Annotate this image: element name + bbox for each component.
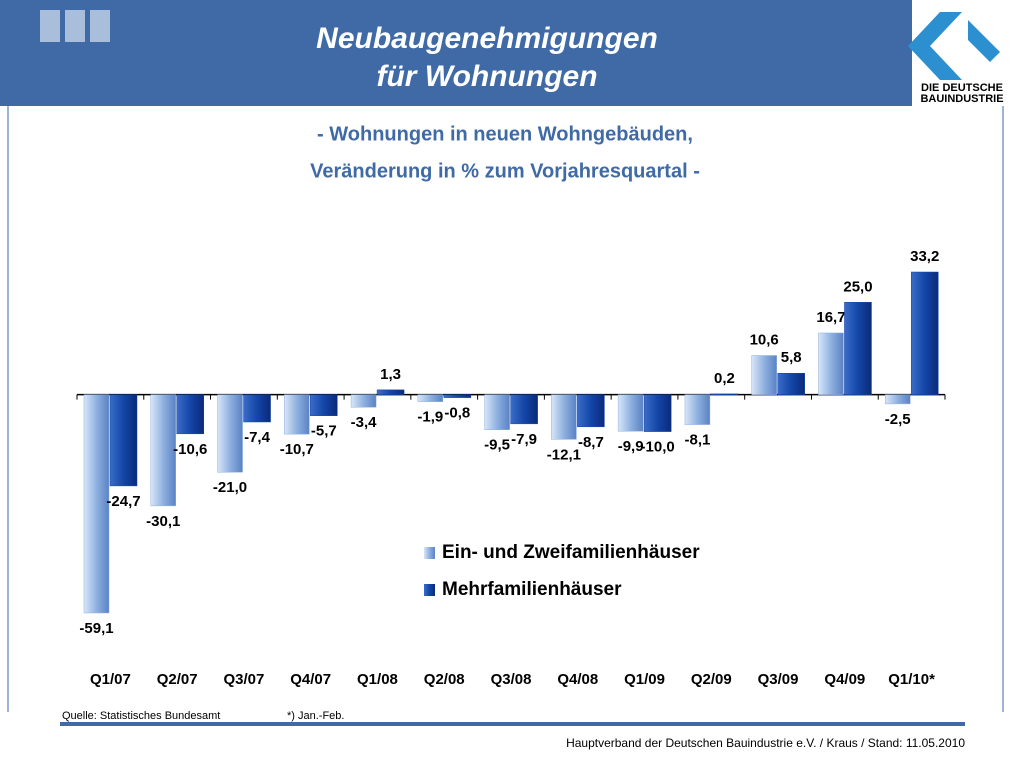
value-label: -12,1: [547, 446, 581, 463]
bar: [684, 394, 711, 425]
plot: Q1/07 Q2/07 Q3/07 Q4/07 Q1/08 Q2/08 Q3/08 Q4/08…: [76, 248, 946, 688]
value-label: 25,0: [843, 278, 872, 295]
x-tick-label: Q1/09: [624, 671, 665, 688]
x-tick-label: Q2/09: [691, 671, 732, 688]
bar: [577, 394, 605, 428]
bar: [310, 394, 338, 416]
bar: [884, 394, 911, 405]
bar: [284, 394, 310, 435]
value-label: 10,6: [750, 331, 779, 348]
value-label: -30,1: [146, 513, 180, 530]
value-label: -3,4: [351, 414, 378, 431]
bar: [910, 271, 939, 395]
value-label: 33,2: [910, 248, 939, 265]
bar: [109, 394, 138, 487]
bar: [417, 394, 444, 402]
subtitle-line: Veränderung in % zum Vorjahresquartal -: [310, 160, 700, 182]
value-label: -21,0: [213, 479, 247, 496]
value-label: -9,9: [618, 438, 644, 455]
value-label: -5,7: [311, 423, 337, 440]
x-tick-label: Q4/08: [557, 671, 598, 688]
bar: [818, 332, 844, 395]
logo-text: DIE DEUTSCHE: [921, 82, 1003, 94]
x-tick-label: Q3/09: [758, 671, 799, 688]
value-label: -59,1: [79, 620, 113, 637]
deco-square: [40, 10, 60, 42]
value-label: -9,5: [484, 437, 510, 454]
x-tick-label: Q2/08: [424, 671, 465, 688]
value-label: -10,7: [280, 441, 314, 458]
x-tick-label: Q1/10*: [888, 671, 935, 688]
bar: [710, 393, 739, 395]
bar: [510, 394, 538, 425]
legend-label: Ein- und Zweifamilienhäuser: [442, 542, 700, 563]
x-tick-label: Q4/07: [290, 671, 331, 688]
title-line: Neubaugenehmigungen: [316, 22, 658, 55]
logo-shape: [908, 12, 962, 80]
legend-swatch: [424, 584, 435, 596]
x-tick-label: Q1/07: [90, 671, 131, 688]
credit: Hauptverband der Deutschen Bauindustrie …: [566, 736, 965, 750]
legend-label: Mehrfamilienhäuser: [442, 579, 622, 600]
value-label: -7,4: [244, 429, 271, 446]
x-tick-label: Q3/08: [491, 671, 532, 688]
note: *) Jan.-Feb.: [287, 710, 344, 722]
logo-shape: [968, 20, 1000, 62]
bar: [751, 355, 777, 395]
bar: [217, 394, 243, 473]
title-line: für Wohnungen: [376, 60, 597, 93]
bar: [350, 394, 377, 408]
value-label: -24,7: [106, 493, 140, 510]
value-label: 1,3: [380, 366, 401, 383]
bar: [83, 394, 110, 614]
value-label: -8,1: [684, 432, 710, 449]
bar: [551, 394, 577, 440]
value-label: -7,9: [511, 431, 537, 448]
value-label: -0,8: [444, 405, 470, 422]
bar: [150, 394, 177, 507]
value-label: 16,7: [816, 309, 845, 326]
subtitle-line: - Wohnungen in neuen Wohngebäuden,: [317, 123, 693, 145]
source: Quelle: Statistisches Bundesamt: [62, 710, 220, 722]
deco-square: [90, 10, 110, 42]
bar: [176, 394, 205, 435]
header-band: [0, 0, 912, 106]
value-label: -8,7: [578, 434, 604, 451]
value-label: -2,5: [885, 411, 911, 428]
bar: [617, 394, 644, 432]
bar: [844, 302, 872, 395]
deco-square: [65, 10, 85, 42]
value-label: 0,2: [714, 370, 735, 387]
value-label: -10,0: [641, 439, 675, 456]
bar: [376, 389, 405, 395]
bar: [643, 394, 672, 432]
bar: [777, 372, 805, 395]
x-tick-label: Q4/09: [824, 671, 865, 688]
value-label: -1,9: [417, 409, 443, 426]
bar: [443, 394, 472, 398]
x-tick-label: Q1/08: [357, 671, 398, 688]
legend-swatch: [424, 547, 435, 559]
bar: [243, 394, 271, 423]
logo-text: BAUINDUSTRIE: [920, 93, 1003, 105]
value-label: -10,6: [173, 441, 207, 458]
bar: [484, 394, 510, 431]
x-tick-label: Q2/07: [157, 671, 198, 688]
x-tick-label: Q3/07: [223, 671, 264, 688]
value-label: 5,8: [781, 349, 802, 366]
logo: DIE DEUTSCHE BAUINDUSTRIE: [908, 12, 1004, 105]
